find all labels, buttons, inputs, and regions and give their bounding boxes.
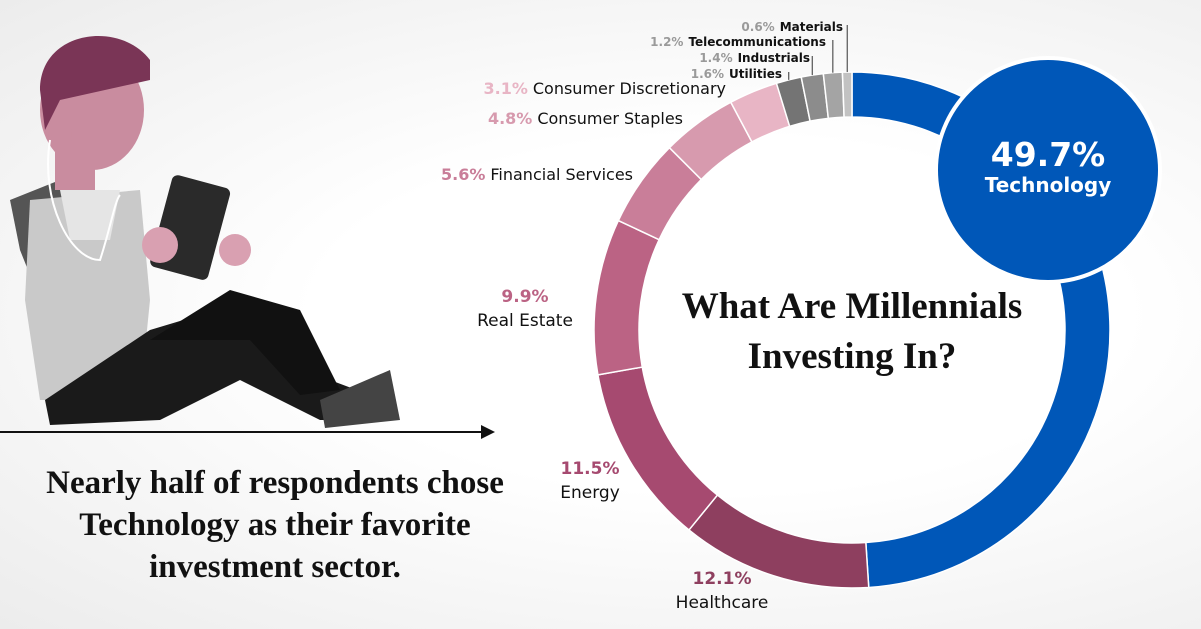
segment-label: 4.8% Consumer Staples [488,109,683,128]
category-label: Energy [560,483,620,503]
donut-segment [597,366,719,532]
donut-segment [593,219,661,376]
category-label: Consumer Staples [537,109,683,128]
chart-title: What Are Millennials Investing In? [681,286,1023,377]
segment-label: 3.1% Consumer Discretionary [483,79,726,98]
value-label: 4.8% [488,109,532,128]
caption: Nearly half of respondents chose Technol… [46,465,504,585]
donut-segment [841,71,853,118]
value-label: 1.4% [699,51,732,65]
value-label: 1.2% [650,35,683,49]
value-label: 9.9% [501,287,548,307]
callout-circle [934,56,1162,284]
category-label: Real Estate [477,311,573,331]
callout-name: Technology [985,173,1112,197]
segment-label: 1.4% Industrials [699,51,810,65]
arrow-head [481,425,495,439]
illustration [10,35,400,428]
category-label: Telecommunications [688,35,826,49]
value-label: 11.5% [561,459,620,479]
segment-label: 1.6% Utilities [691,67,782,81]
category-label: Materials [780,20,843,34]
category-label: Utilities [729,67,782,81]
segment-label: 1.2% Telecommunications [650,35,826,49]
value-label: 1.6% [691,67,724,81]
value-label: 0.6% [741,20,774,34]
value-label: 3.1% [483,79,527,98]
category-label: Healthcare [676,593,769,613]
value-label: 12.1% [693,569,752,589]
callout-value: 49.7% [991,135,1106,174]
segment-label: 5.6% Financial Services [441,165,633,184]
category-label: Consumer Discretionary [533,79,726,98]
segment-label: 0.6% Materials [741,20,843,34]
category-label: Financial Services [490,165,633,184]
value-label: 5.6% [441,165,485,184]
category-label: Industrials [738,51,810,65]
